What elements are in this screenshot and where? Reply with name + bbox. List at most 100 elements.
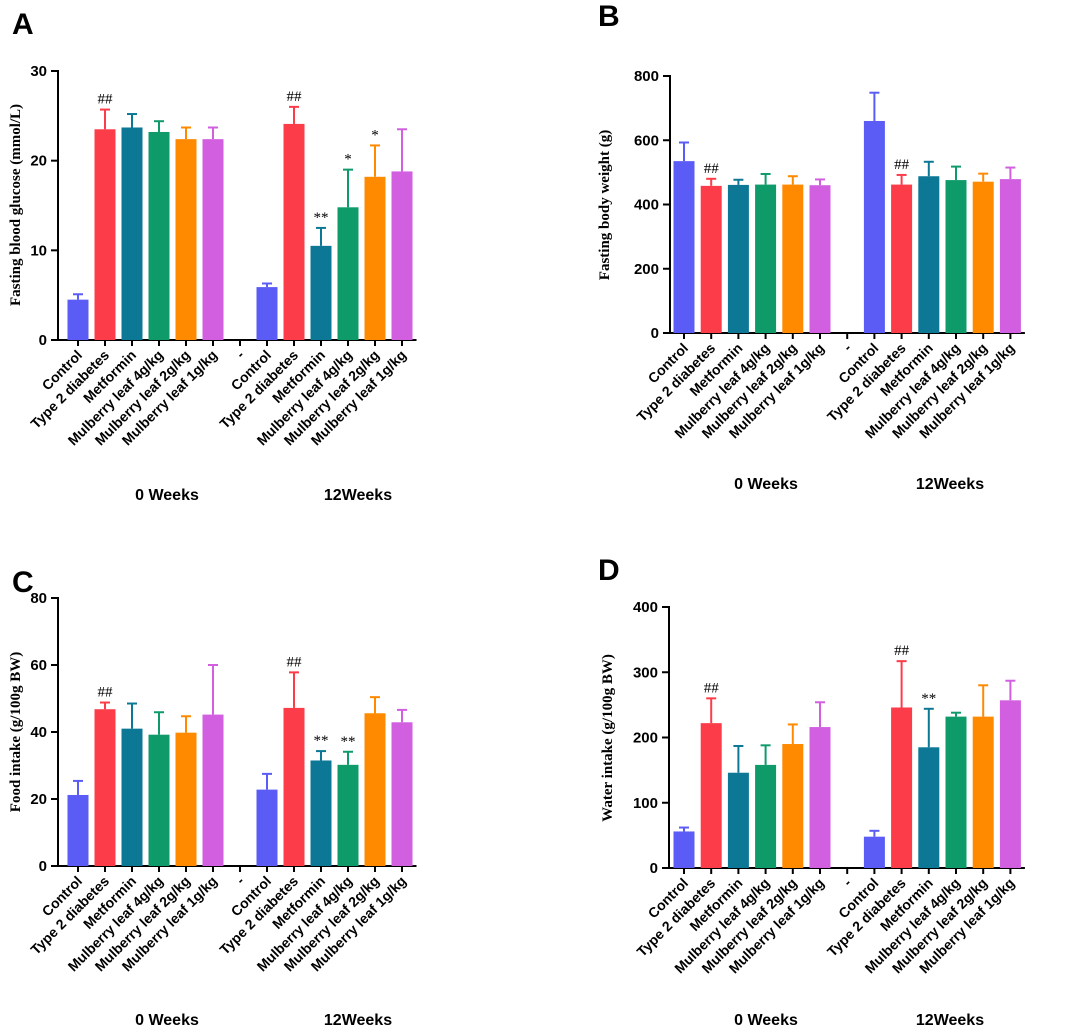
y-tick-label: 200 bbox=[634, 261, 659, 278]
bar bbox=[202, 714, 224, 866]
bar bbox=[809, 727, 831, 868]
x-category-label: - bbox=[233, 873, 248, 888]
bar bbox=[809, 185, 831, 333]
y-tick-label: 600 bbox=[634, 132, 659, 149]
bar bbox=[283, 123, 305, 340]
bar bbox=[863, 120, 885, 333]
y-tick-label: 10 bbox=[30, 242, 47, 259]
y-tick-label: 800 bbox=[634, 68, 659, 85]
panel-letter: D bbox=[598, 554, 620, 587]
bar bbox=[755, 184, 777, 333]
y-tick-label: 30 bbox=[30, 63, 47, 80]
bar bbox=[67, 794, 89, 866]
bar bbox=[391, 722, 413, 866]
group-label: 12Weeks bbox=[916, 1012, 984, 1029]
group-label: 0 Weeks bbox=[734, 1012, 798, 1029]
y-tick-label: 0 bbox=[650, 860, 658, 877]
significance-annotation: ** bbox=[314, 210, 329, 226]
bar bbox=[782, 744, 804, 868]
bar bbox=[256, 789, 278, 866]
bar bbox=[175, 732, 197, 866]
bar bbox=[94, 709, 116, 866]
bar bbox=[999, 700, 1021, 868]
y-tick-label: 400 bbox=[634, 197, 659, 214]
y-tick-label: 40 bbox=[30, 724, 47, 741]
significance-annotation: * bbox=[344, 152, 352, 168]
bar bbox=[337, 207, 359, 340]
significance-annotation: ## bbox=[704, 161, 720, 177]
significance-annotation: ** bbox=[341, 734, 356, 750]
bar bbox=[202, 139, 224, 340]
bar bbox=[891, 184, 913, 333]
bar bbox=[918, 176, 940, 333]
bar bbox=[94, 129, 116, 340]
y-tick-label: 20 bbox=[30, 153, 47, 170]
bar bbox=[727, 184, 749, 333]
group-label: 12Weeks bbox=[324, 1012, 392, 1029]
y-tick-label: 0 bbox=[39, 858, 47, 875]
group-label: 0 Weeks bbox=[734, 476, 798, 493]
y-tick-label: 400 bbox=[633, 599, 658, 616]
bar bbox=[310, 760, 332, 866]
bar bbox=[121, 728, 143, 866]
bar bbox=[673, 831, 695, 868]
y-tick-label: 0 bbox=[651, 325, 659, 342]
bar bbox=[945, 180, 967, 333]
bar bbox=[972, 181, 994, 333]
bar bbox=[364, 713, 386, 866]
y-axis-label: Food intake (g/100g BW) bbox=[8, 652, 24, 812]
significance-annotation: ## bbox=[98, 685, 114, 701]
bar bbox=[67, 299, 89, 340]
bar bbox=[364, 176, 386, 340]
y-tick-label: 100 bbox=[633, 795, 658, 812]
bar bbox=[755, 764, 777, 868]
panel-letter: A bbox=[12, 8, 34, 41]
y-tick-label: 20 bbox=[30, 791, 47, 808]
y-tick-label: 60 bbox=[30, 657, 47, 674]
bar bbox=[175, 139, 197, 340]
bar bbox=[700, 185, 722, 333]
y-axis-label: Water intake (g/100g BW) bbox=[600, 654, 616, 822]
bar bbox=[256, 287, 278, 340]
bar bbox=[891, 707, 913, 868]
significance-annotation: * bbox=[371, 127, 379, 143]
significance-annotation: ** bbox=[314, 733, 329, 749]
y-axis-label: Fasting body weight (g) bbox=[597, 130, 613, 280]
x-category-label: - bbox=[233, 347, 248, 362]
bar bbox=[121, 127, 143, 341]
bar bbox=[310, 245, 332, 340]
y-tick-label: 80 bbox=[30, 590, 47, 607]
bar bbox=[673, 161, 695, 333]
bar bbox=[999, 179, 1021, 333]
significance-annotation: ## bbox=[98, 92, 114, 108]
significance-annotation: ## bbox=[287, 654, 303, 670]
bar bbox=[148, 131, 170, 340]
bar bbox=[700, 723, 722, 868]
bar bbox=[918, 747, 940, 868]
bar bbox=[945, 716, 967, 868]
bar bbox=[863, 836, 885, 868]
y-tick-label: 0 bbox=[39, 332, 47, 349]
x-category-label: - bbox=[840, 875, 855, 890]
x-category-label: - bbox=[840, 340, 855, 355]
group-label: 12Weeks bbox=[916, 476, 984, 493]
significance-annotation: ## bbox=[287, 89, 303, 105]
group-label: 0 Weeks bbox=[135, 487, 199, 504]
y-tick-label: 200 bbox=[633, 730, 658, 747]
bar bbox=[283, 707, 305, 866]
significance-annotation: ** bbox=[921, 691, 936, 707]
bar bbox=[782, 184, 804, 333]
panel-letter: C bbox=[12, 566, 34, 599]
group-label: 0 Weeks bbox=[135, 1012, 199, 1029]
y-axis-label: Fasting blood glucose (mmol/L) bbox=[8, 104, 24, 306]
bar bbox=[148, 734, 170, 866]
group-label: 12Weeks bbox=[324, 487, 392, 504]
bar bbox=[727, 772, 749, 868]
bar bbox=[337, 764, 359, 866]
